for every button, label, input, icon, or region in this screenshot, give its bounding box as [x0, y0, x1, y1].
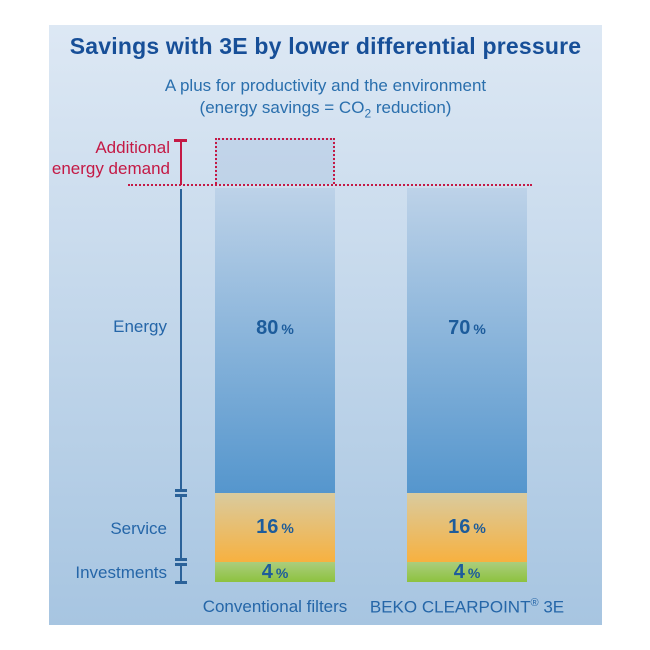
x-label-conventional-filters: Conventional filters — [202, 597, 348, 616]
investments-row-label: Investments — [75, 563, 167, 582]
registered-trademark-symbol: ® — [530, 597, 539, 609]
service-row-label: Service — [110, 519, 167, 538]
subtitle-line-2: (energy savings = CO2 reduction) — [49, 97, 602, 124]
co2-subscript: 2 — [364, 106, 372, 121]
percent-number: 4 — [453, 560, 465, 583]
percent-sign: % — [473, 520, 486, 536]
energy-bracket-line — [180, 189, 182, 489]
energy-bracket-cap-bottom — [175, 489, 187, 492]
subtitle-line-1: A plus for productivity and the environm… — [164, 76, 487, 95]
conventional-investments-segment: 4% — [215, 562, 335, 582]
percent-number: 80 — [256, 317, 279, 339]
additional-label-line-2: energy demand — [51, 159, 170, 178]
percent-sign: % — [467, 564, 481, 581]
percent-sign: % — [275, 564, 289, 581]
percent-number: 16 — [256, 516, 279, 538]
conventional-energy-value: 80% — [256, 318, 294, 339]
beko-label-suffix: 3E — [538, 597, 565, 617]
conventional-investments-value: 4% — [262, 562, 289, 583]
service-bracket-line — [180, 494, 182, 560]
conventional-energy-segment: 80% — [215, 188, 335, 493]
beko-energy-segment: 70% — [407, 188, 527, 493]
percent-sign: % — [473, 321, 486, 337]
subtitle-line-2-prefix: (energy savings = CO — [199, 98, 365, 117]
beko-energy-value: 70% — [448, 318, 486, 339]
subtitle-line-2-suffix: reduction) — [371, 98, 452, 117]
additional-demand-dotted-box — [215, 138, 335, 184]
percent-sign: % — [281, 321, 294, 337]
chart-subtitle: A plus for productivity and the environm… — [49, 75, 602, 124]
percent-number: 4 — [261, 560, 273, 583]
beko-investments-segment: 4% — [407, 562, 527, 582]
bar-beko-clearpoint: 70% 16% 4% — [407, 188, 527, 582]
bar-conventional-filters: 80% 16% 4% — [215, 188, 335, 582]
chart-title: Savings with 3E by lower differential pr… — [69, 33, 582, 59]
energy-row-label: Energy — [113, 317, 167, 336]
beko-label-text: BEKO CLEARPOINT — [369, 597, 531, 617]
percent-number: 16 — [448, 516, 471, 538]
additional-energy-demand-label: Additional energy demand — [20, 137, 170, 179]
percent-sign: % — [281, 520, 294, 536]
conventional-service-segment: 16% — [215, 493, 335, 562]
dotted-threshold-line — [128, 184, 532, 186]
beko-investments-value: 4% — [454, 562, 481, 583]
additional-label-line-1: Additional — [95, 138, 170, 157]
additional-bracket-line — [180, 140, 182, 185]
conventional-service-value: 16% — [256, 517, 294, 538]
investments-bracket-line — [180, 563, 182, 583]
service-bracket-cap-bottom — [175, 558, 187, 561]
investments-bracket-cap-bottom — [175, 581, 187, 584]
beko-service-segment: 16% — [407, 493, 527, 562]
beko-service-value: 16% — [448, 517, 486, 538]
percent-number: 70 — [448, 317, 471, 339]
x-label-beko-clearpoint: BEKO CLEARPOINT® 3E — [357, 597, 577, 618]
